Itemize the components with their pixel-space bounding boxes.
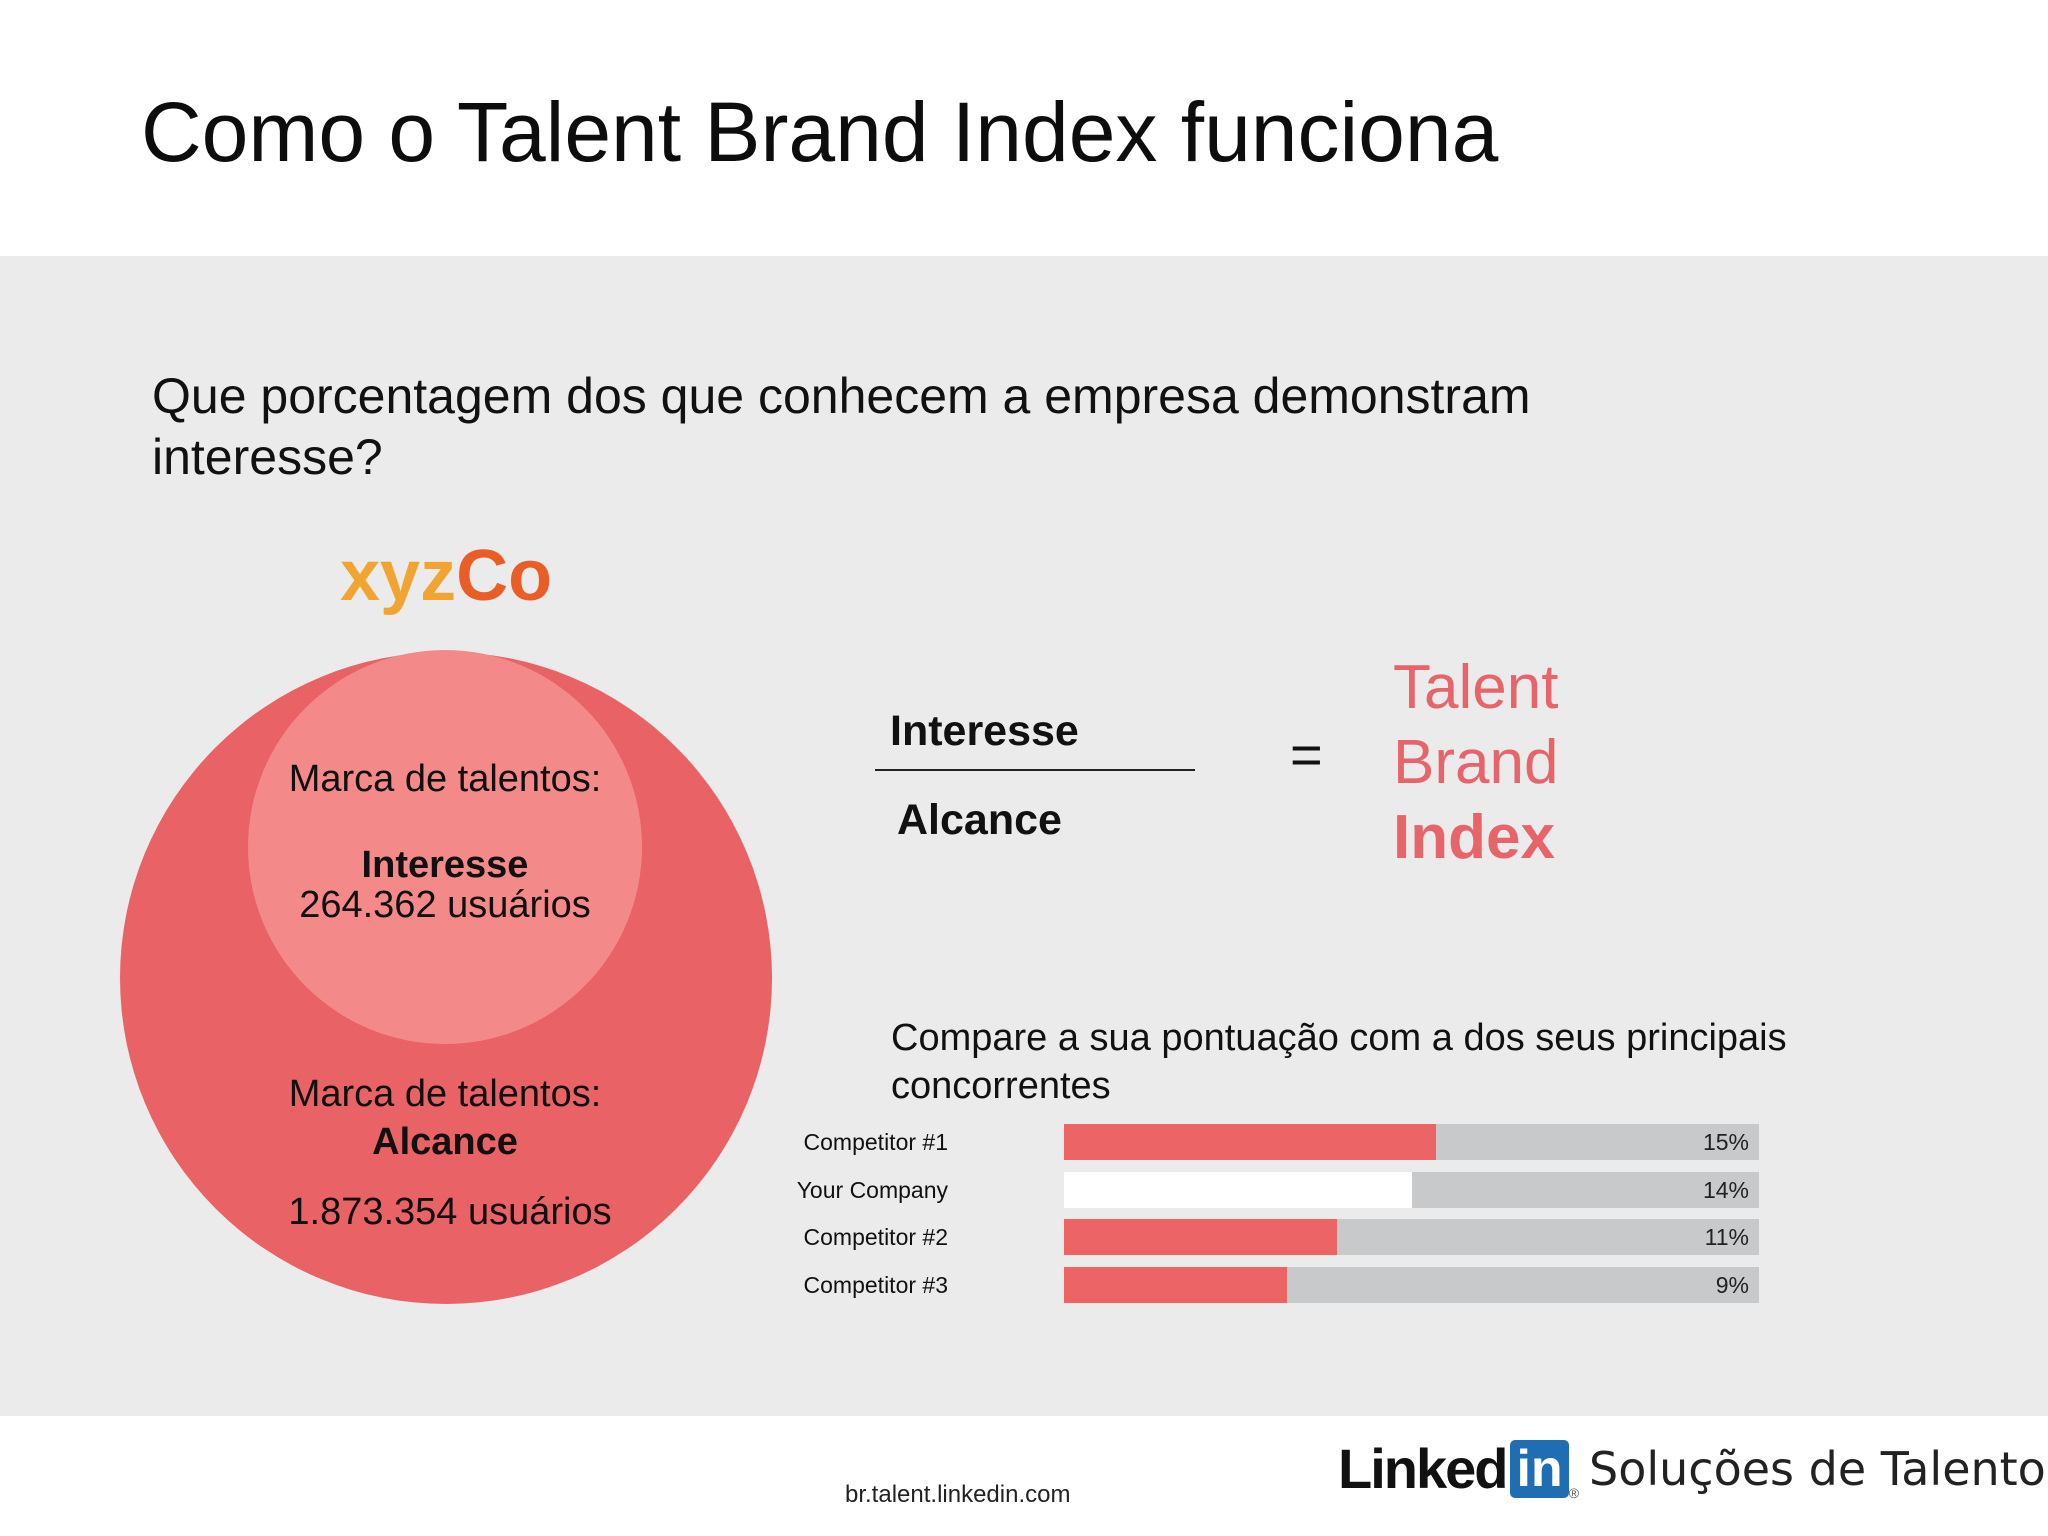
equals-sign: = xyxy=(1290,723,1323,786)
bar-label: Competitor #1 xyxy=(803,1129,948,1155)
formula-denominator: Alcance xyxy=(897,796,1062,844)
bar-track: 11% xyxy=(1064,1219,1759,1255)
result-word-index: Index xyxy=(1393,803,1555,872)
bar-value: 14% xyxy=(1702,1177,1749,1203)
bar-row-competitor-2: Competitor #2 11% xyxy=(804,1219,1760,1255)
inner-circle-users: 264.362 usuários xyxy=(299,884,591,926)
fraction-line xyxy=(875,769,1195,771)
bar-track: 15% xyxy=(1064,1124,1759,1160)
company-brand: xyzCo xyxy=(340,536,552,616)
bar-fill xyxy=(1064,1124,1436,1160)
logo-tagline: Soluções de Talentos xyxy=(1589,1441,2048,1496)
brand-part-1: xyz xyxy=(340,536,457,616)
bar-fill xyxy=(1064,1219,1337,1255)
venn-diagram xyxy=(120,650,772,1304)
inner-circle-strong: Interesse xyxy=(361,844,529,886)
formula-result: Talent Brand Index xyxy=(1393,650,1693,875)
bar-label: Competitor #3 xyxy=(803,1272,948,1298)
result-word-talent: Talent xyxy=(1393,653,1559,722)
bar-label: Competitor #2 xyxy=(803,1224,948,1250)
bar-row-competitor-1: Competitor #1 15% xyxy=(804,1124,1760,1160)
inner-circle-interest xyxy=(248,650,642,1044)
logo-in-box: in xyxy=(1510,1439,1569,1498)
linkedin-logo: Linked in ® Soluções de Talentos xyxy=(1338,1436,2048,1506)
footer-url: br.talent.linkedin.com xyxy=(845,1481,1071,1508)
comparison-heading: Compare a sua pontuação com a dos seus p… xyxy=(891,1017,1787,1107)
question-text: Que porcentagem dos que conhecem a empre… xyxy=(152,368,1531,485)
bar-fill xyxy=(1064,1267,1287,1303)
outer-circle-strong: Alcance xyxy=(372,1121,518,1163)
outer-circle-label: Marca de talentos: xyxy=(288,1073,602,1115)
bar-fill xyxy=(1064,1172,1412,1208)
bar-label: Your Company xyxy=(796,1177,948,1203)
logo-linked-text: Linked xyxy=(1338,1437,1508,1500)
bar-row-competitor-3: Competitor #3 9% xyxy=(804,1267,1760,1303)
bar-track: 14% xyxy=(1064,1172,1759,1208)
result-word-brand: Brand xyxy=(1393,728,1559,797)
inner-circle-label: Marca de talentos: xyxy=(288,758,602,800)
bar-value: 15% xyxy=(1702,1129,1749,1155)
bar-row-your-company: Your Company 14% xyxy=(797,1172,1760,1208)
logo-registered-mark: ® xyxy=(1568,1485,1580,1501)
brand-part-2: Co xyxy=(456,536,553,616)
bar-track: 9% xyxy=(1064,1267,1759,1303)
bar-value: 9% xyxy=(1715,1272,1749,1298)
formula-numerator: Interesse xyxy=(890,707,1079,755)
outer-circle-users: 1.873.354 usuários xyxy=(288,1191,612,1233)
page-title: Como o Talent Brand Index funciona xyxy=(141,85,1499,179)
bar-value: 11% xyxy=(1704,1224,1749,1250)
